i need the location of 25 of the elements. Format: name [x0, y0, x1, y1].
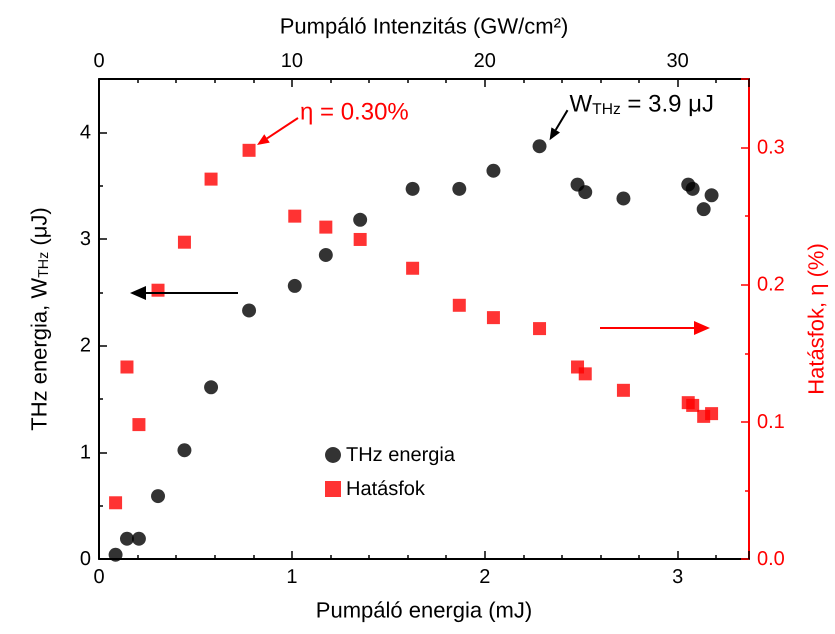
x-tick-label: 2	[479, 566, 490, 588]
y2-tick-label: 0.1	[757, 410, 785, 433]
x-tick-label: 0	[93, 566, 105, 588]
y-tick-label: 3	[80, 228, 91, 250]
y2-tick-label: 0.3	[757, 136, 785, 159]
x-axis-title: Pumpáló energia (mJ)	[316, 598, 532, 622]
y-tick-label: 4	[80, 121, 91, 144]
annotation: η = 0.30%	[300, 98, 409, 126]
legend-label: Hatásfok	[346, 478, 426, 500]
x2-tick-label: 0	[93, 50, 105, 72]
y2-tick-label: 0.2	[757, 274, 785, 296]
x-tick-label: 3	[672, 566, 684, 588]
y-tick-label: 2	[80, 334, 91, 357]
x2-axis-title: Pumpáló Intenzitás (GW/cm²)	[280, 14, 568, 38]
x2-tick-label: 20	[474, 50, 496, 72]
x2-tick-label: 10	[280, 50, 304, 72]
y2-axis-title: Hatásfok, η (%)	[804, 243, 828, 395]
x-tick-label: 1	[286, 566, 298, 588]
x2-tick-label: 30	[666, 50, 689, 72]
legend-label: THz energia	[346, 444, 456, 466]
y-tick-label: 1	[80, 441, 91, 464]
y-axis-title: THz energia, WTHz (μJ)	[26, 207, 52, 431]
y2-tick-label: 0.0	[757, 548, 785, 570]
annotation: WTHz = 3.9 μJ	[570, 90, 714, 118]
y-tick-label: 0	[80, 548, 91, 570]
